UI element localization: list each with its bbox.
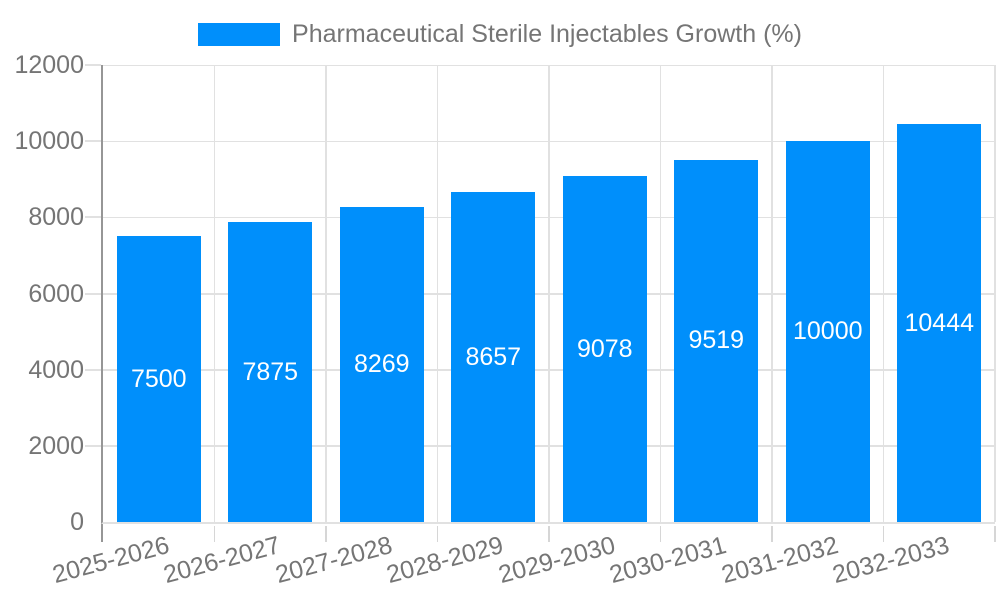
bar-value-label: 7500 — [130, 364, 187, 393]
legend-swatch-icon — [198, 23, 281, 46]
x-tick-mark — [213, 526, 215, 542]
legend[interactable]: Pharmaceutical Sterile Injectables Growt… — [0, 20, 1000, 49]
y-tick-label: 8000 — [28, 203, 84, 232]
bar-2025-2026[interactable]: 7500 — [116, 236, 201, 522]
y-tick-label: 10000 — [14, 127, 84, 156]
bar-2031-2032[interactable]: 10000 — [785, 141, 870, 522]
bar-2029-2030[interactable]: 9078 — [562, 176, 647, 522]
y-tick-mark — [85, 216, 101, 219]
x-tick-mark — [659, 526, 661, 542]
bar-value-label: 8269 — [353, 350, 410, 379]
bar-2030-2031[interactable]: 9519 — [674, 159, 759, 522]
x-tick-label: 2029-2030 — [495, 531, 618, 589]
y-tick-label: 12000 — [14, 51, 84, 79]
gridline-vertical — [213, 65, 215, 522]
y-tick-mark — [85, 64, 101, 66]
y-tick-mark — [85, 140, 101, 143]
x-tick-label: 2026-2027 — [160, 531, 284, 589]
y-axis: 0 2000 4000 6000 8000 10000 12000 — [0, 52, 84, 535]
bar-2026-2027[interactable]: 7875 — [228, 222, 313, 522]
x-tick-mark — [994, 526, 996, 542]
x-tick-mark — [436, 526, 438, 542]
x-tick-label: 2032-2033 — [829, 531, 953, 589]
gridline-vertical — [994, 65, 996, 522]
gridline-vertical — [659, 65, 661, 522]
x-tick-label: 2031-2032 — [718, 531, 841, 589]
y-tick-mark — [85, 444, 101, 447]
y-tick-label: 4000 — [28, 355, 84, 384]
bar-value-label: 8657 — [465, 342, 522, 371]
bar-value-label: 10444 — [904, 308, 975, 337]
x-tick-mark — [771, 526, 773, 542]
x-tick-label: 2025-2026 — [49, 531, 172, 589]
x-tick-label: 2027-2028 — [272, 531, 395, 589]
bar-2028-2029[interactable]: 8657 — [451, 192, 536, 522]
gridline-vertical — [436, 65, 438, 522]
gridline-vertical — [771, 65, 773, 522]
y-tick-label: 0 — [70, 508, 84, 536]
legend-label: Pharmaceutical Sterile Injectables Growt… — [292, 20, 802, 48]
bar-value-label: 7875 — [242, 357, 299, 386]
x-tick-mark — [548, 526, 550, 542]
y-tick-mark — [85, 368, 101, 371]
y-tick-label: 6000 — [28, 279, 84, 308]
x-tick-mark — [882, 526, 884, 542]
plot-area: 7500 7875 8269 8657 9078 9519 10000 10444 — [85, 64, 996, 542]
gridline-vertical — [325, 65, 327, 522]
x-tick-label: 2030-2031 — [606, 531, 730, 589]
x-tick-label: 2028-2029 — [383, 531, 507, 589]
bar-value-label: 10000 — [792, 317, 863, 346]
bar-2032-2033[interactable]: 10444 — [897, 124, 982, 522]
gridline-vertical — [548, 65, 550, 522]
x-tick-mark — [325, 526, 327, 542]
bar-value-label: 9078 — [576, 334, 633, 363]
gridline-vertical — [882, 65, 884, 522]
y-tick-label: 2000 — [28, 431, 84, 460]
bar-value-label: 9519 — [688, 326, 745, 355]
y-tick-mark — [85, 292, 101, 295]
bar-2027-2028[interactable]: 8269 — [339, 207, 424, 522]
